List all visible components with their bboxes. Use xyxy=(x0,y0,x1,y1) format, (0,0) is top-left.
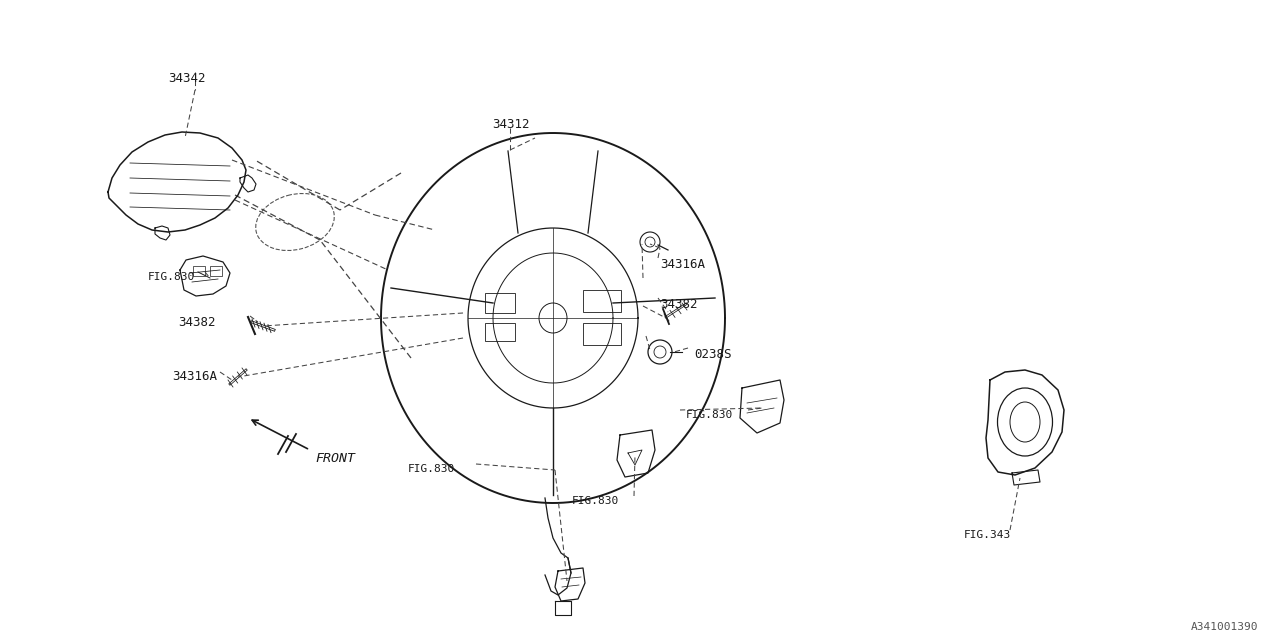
Text: 34316A: 34316A xyxy=(660,258,705,271)
Text: FIG.830: FIG.830 xyxy=(148,272,196,282)
Text: 34382: 34382 xyxy=(178,316,215,329)
Bar xyxy=(485,293,515,313)
Text: 34312: 34312 xyxy=(492,118,530,131)
Text: A341001390: A341001390 xyxy=(1190,622,1258,632)
Text: 34382: 34382 xyxy=(660,298,698,311)
Text: 34342: 34342 xyxy=(168,72,206,85)
Text: FIG.830: FIG.830 xyxy=(686,410,733,420)
Bar xyxy=(193,266,205,276)
Bar xyxy=(210,266,221,276)
Bar xyxy=(582,290,621,312)
Bar xyxy=(582,323,621,345)
Text: FIG.343: FIG.343 xyxy=(964,530,1011,540)
Text: FIG.830: FIG.830 xyxy=(408,464,456,474)
Text: FIG.830: FIG.830 xyxy=(572,496,620,506)
Text: 0238S: 0238S xyxy=(694,348,731,361)
Text: FRONT: FRONT xyxy=(315,452,355,465)
Bar xyxy=(485,323,515,341)
Text: 34316A: 34316A xyxy=(172,370,218,383)
